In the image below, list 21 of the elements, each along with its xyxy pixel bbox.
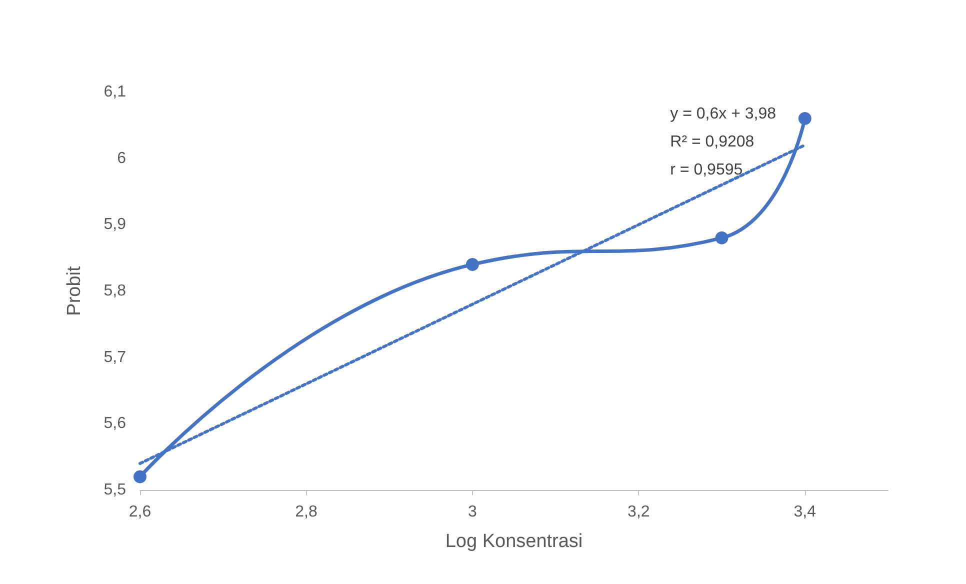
x-tick-label: 2,8 bbox=[295, 504, 318, 520]
annotation: R² = 0,9208 bbox=[670, 134, 754, 150]
x-tick-label: 3,2 bbox=[628, 504, 650, 520]
point bbox=[798, 112, 812, 126]
annotation: y = 0,6x + 3,98 bbox=[670, 106, 776, 122]
annotation: r = 0,9595 bbox=[670, 162, 743, 178]
y-tick-label: 6 bbox=[117, 150, 126, 167]
x-axis-title: Log Konsentrasi bbox=[445, 531, 583, 552]
y-tick-label: 5,8 bbox=[104, 282, 126, 300]
point bbox=[466, 258, 479, 271]
y-tick-label: 5,6 bbox=[104, 415, 126, 432]
x-tick-label: 2,6 bbox=[128, 504, 152, 520]
x-tick-label: 3 bbox=[468, 504, 477, 520]
x-tick-label: 3,4 bbox=[794, 504, 816, 520]
y-tick-label: 5,9 bbox=[104, 216, 126, 234]
point bbox=[715, 231, 728, 244]
y-axis-title: Probit bbox=[64, 265, 85, 316]
point bbox=[134, 470, 146, 484]
y-tick-label: 6,1 bbox=[104, 84, 126, 100]
y-tick-label: 5,5 bbox=[104, 482, 126, 498]
y-tick-label: 5,7 bbox=[104, 348, 126, 366]
